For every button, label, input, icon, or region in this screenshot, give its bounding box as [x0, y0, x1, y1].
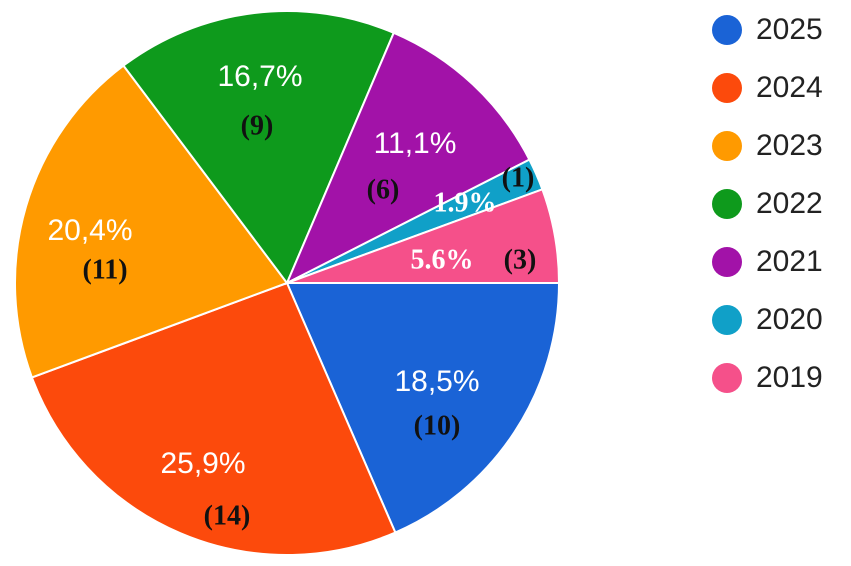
- count-label: (10): [414, 410, 461, 441]
- legend-label: 2020: [756, 303, 823, 336]
- legend-swatch: [712, 189, 742, 219]
- pie-slice: [285, 282, 561, 534]
- legend-label: 2019: [756, 361, 823, 394]
- legend-label: 2023: [756, 129, 823, 162]
- pie-slice: [286, 188, 561, 284]
- count-label: (3): [504, 244, 537, 275]
- count-label: (9): [241, 110, 274, 141]
- count-label: (14): [204, 500, 251, 531]
- value-label: 5.6%: [411, 244, 474, 275]
- pie-slice: [30, 281, 397, 556]
- value-label: 18,5%: [394, 365, 479, 398]
- legend-label: 2021: [756, 245, 823, 278]
- count-label: (11): [82, 254, 127, 285]
- legend-swatch: [712, 131, 742, 161]
- value-label: 11,1%: [374, 127, 457, 160]
- legend-swatch: [712, 247, 742, 277]
- count-label: (1): [502, 162, 535, 193]
- legend-swatch: [712, 305, 742, 335]
- legend-swatch: [712, 363, 742, 393]
- legend-label: 2025: [756, 13, 823, 46]
- value-label: 25,9%: [160, 447, 245, 480]
- pie-slice: [14, 64, 289, 379]
- legend-label: 2022: [756, 187, 823, 220]
- legend-swatch: [712, 15, 742, 45]
- value-label: 1.9%: [434, 187, 497, 218]
- legend-swatch: [712, 73, 742, 103]
- legend-label: 2024: [756, 71, 823, 104]
- value-label: 20,4%: [47, 214, 132, 247]
- count-label: (6): [367, 174, 400, 205]
- pie-slice: [284, 31, 531, 286]
- pie-slice: [122, 10, 396, 285]
- value-label: 16,7%: [217, 60, 302, 93]
